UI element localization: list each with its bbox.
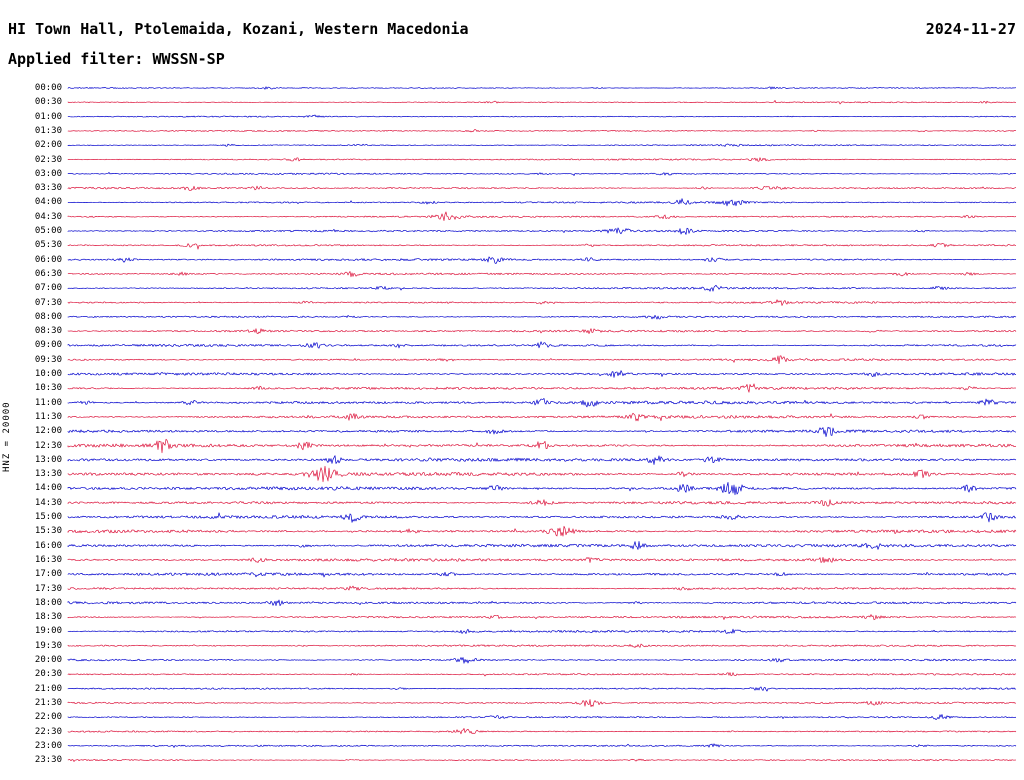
time-label: 05:30	[34, 240, 62, 251]
time-label: 07:00	[34, 283, 62, 294]
time-label: 10:00	[34, 369, 62, 379]
time-label: 12:30	[34, 440, 62, 451]
time-label: 18:00	[34, 597, 62, 608]
time-label: 19:30	[34, 640, 62, 651]
time-label: 10:30	[34, 383, 62, 394]
time-label: 06:30	[34, 268, 62, 279]
time-label: 23:30	[34, 755, 62, 766]
time-label: 15:00	[34, 512, 62, 522]
time-label: 21:30	[34, 697, 62, 708]
time-label: 11:00	[34, 397, 62, 408]
time-label: 02:00	[34, 140, 62, 151]
time-label: 20:00	[34, 655, 62, 665]
station-title: HI Town Hall, Ptolemaida, Kozani, Wester…	[8, 20, 469, 38]
time-label: 20:30	[34, 669, 62, 680]
time-label: 00:00	[34, 83, 62, 93]
time-label: 14:00	[34, 483, 62, 494]
time-label: 11:30	[34, 411, 62, 422]
time-label: 08:30	[34, 326, 62, 337]
time-label: 15:30	[34, 526, 62, 537]
time-label: 13:30	[34, 469, 62, 480]
time-label: 22:00	[34, 712, 62, 723]
time-label: 02:30	[34, 154, 62, 165]
time-label: 01:30	[34, 125, 62, 136]
time-label: 01:00	[34, 111, 62, 122]
time-label: 16:00	[34, 540, 62, 551]
record-date: 2024-11-27	[925, 20, 1016, 38]
time-label: 08:00	[34, 311, 62, 322]
time-label: 04:00	[34, 197, 62, 208]
time-label: 03:00	[34, 168, 62, 179]
time-label: 17:30	[34, 583, 62, 594]
time-label: 21:00	[34, 683, 62, 694]
time-label: 13:00	[34, 454, 62, 465]
time-label: 12:00	[34, 426, 62, 437]
time-label: 17:00	[34, 569, 62, 580]
time-label: 18:30	[34, 612, 62, 623]
time-label: 19:00	[34, 626, 62, 637]
time-label: 00:30	[34, 97, 62, 108]
time-label: 23:00	[34, 740, 62, 751]
time-label: 14:30	[34, 497, 62, 508]
time-label: 22:30	[34, 726, 62, 737]
time-label: 16:30	[34, 554, 62, 565]
time-label: 07:30	[34, 297, 62, 308]
time-label: 06:00	[34, 254, 62, 265]
time-label: 03:30	[34, 183, 62, 194]
time-label: 04:30	[34, 211, 62, 222]
time-label: 05:00	[34, 226, 62, 236]
time-label: 09:00	[34, 340, 62, 351]
applied-filter-label: Applied filter: WWSSN-SP	[8, 50, 225, 68]
time-label: 09:30	[34, 354, 62, 365]
